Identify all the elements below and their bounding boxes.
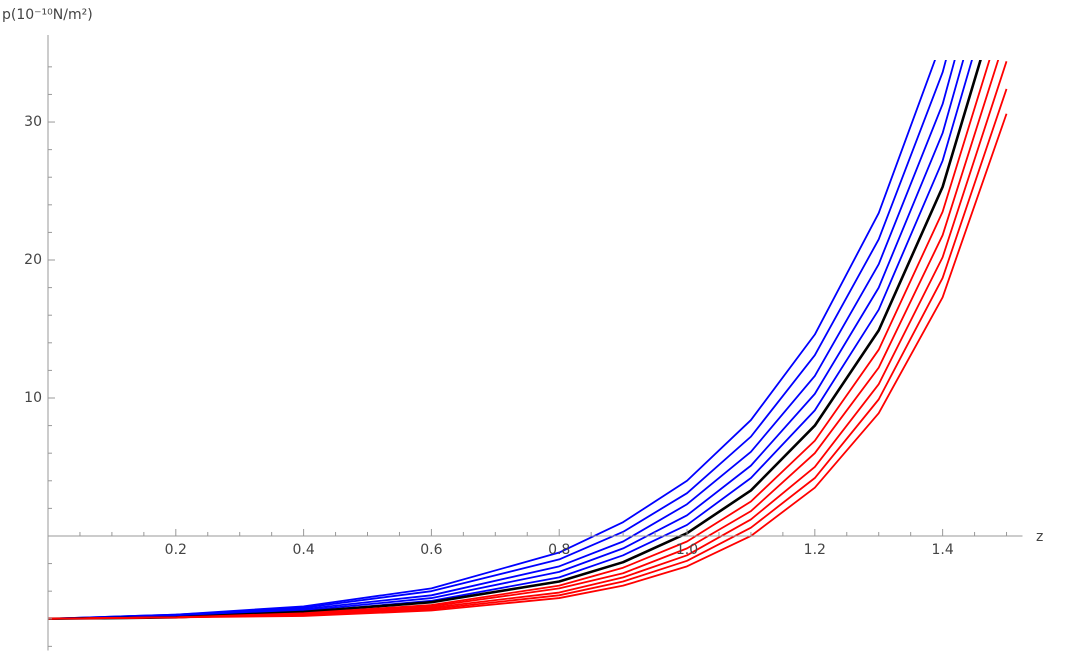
series-line	[47, 88, 1008, 620]
y-axis-label: p(10⁻¹⁰N/m²)	[2, 7, 93, 23]
series-line	[47, 60, 991, 620]
series-line	[47, 60, 973, 620]
x-tick-label: 1.0	[676, 542, 698, 558]
x-axis-label: z	[1036, 529, 1043, 545]
x-tick-label: 0.6	[420, 542, 442, 558]
plot-area	[47, 60, 1008, 621]
y-tick-label: 20	[24, 252, 42, 268]
y-tick-label: 30	[24, 114, 42, 130]
series-line	[47, 60, 936, 620]
y-tick-label: 10	[24, 390, 42, 406]
x-tick-label: 1.4	[931, 542, 953, 558]
series-line	[47, 60, 947, 620]
x-tick-label: 0.8	[548, 542, 570, 558]
series-line	[47, 60, 982, 621]
x-tick-label: 0.2	[165, 542, 187, 558]
series-line	[47, 60, 956, 620]
series-line	[47, 113, 1008, 620]
x-tick-label: 1.2	[804, 542, 826, 558]
series-line	[47, 60, 1000, 620]
series-line	[47, 60, 965, 620]
x-tick-label: 0.4	[292, 542, 314, 558]
